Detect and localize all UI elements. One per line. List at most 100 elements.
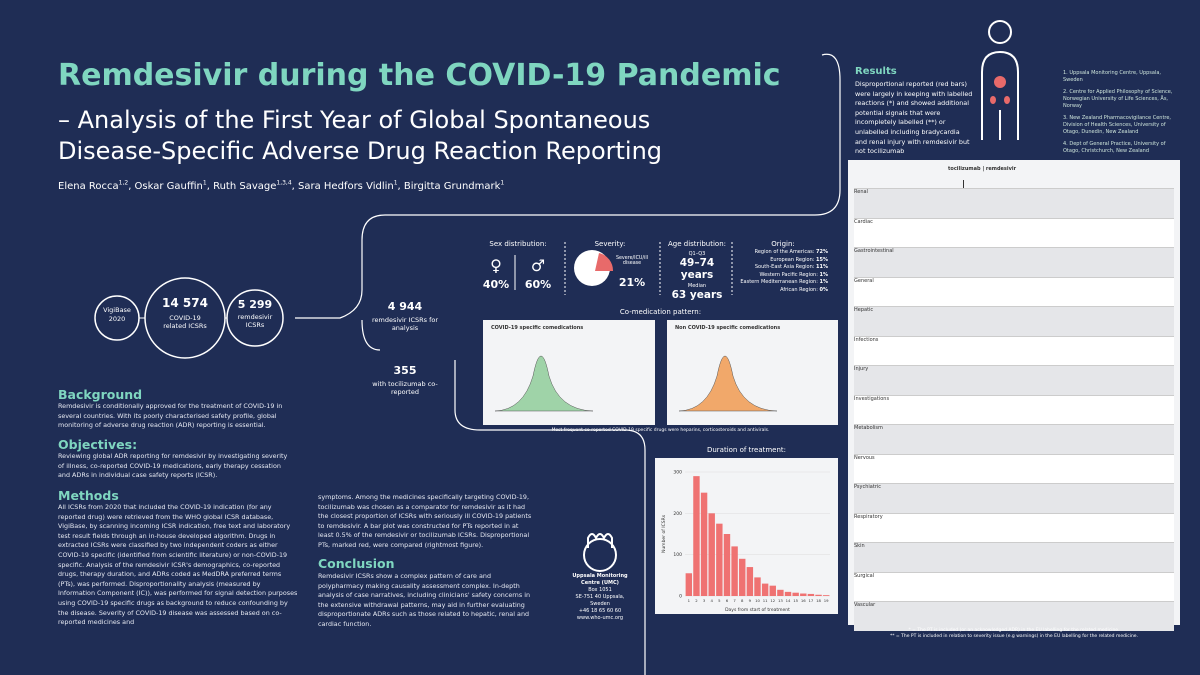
female-share: 40%: [482, 278, 510, 291]
paragraph: Remdesivir ICSRs show a complex pattern …: [318, 572, 531, 628]
group-label: General: [854, 276, 1174, 306]
y-tick-label: 300: [673, 470, 682, 476]
author-sup: 1: [393, 180, 398, 187]
group-label: Metabolism: [854, 424, 1174, 454]
author-name: Sara Hedfors Vidlin: [298, 181, 394, 193]
legend: tocilizumab | remdesivir: [948, 166, 1017, 172]
flow-node: 14 574 COVID-19 related ICSRs: [150, 296, 220, 330]
bar: [685, 573, 693, 596]
x-tick-label: 13: [778, 598, 783, 603]
origin-region: Western Pacific Region:: [759, 271, 818, 278]
age-value: 63 years: [671, 289, 723, 301]
x-tick-label: 10: [755, 598, 760, 603]
flow-node: 5 299 remdesivir ICSRs: [228, 298, 282, 331]
x-tick-label: 11: [763, 598, 768, 603]
age-label: Q1–Q3: [688, 251, 706, 257]
x-tick-label: 6: [726, 598, 729, 603]
connector: [361, 319, 381, 351]
flow-label: remdesivir ICSRs: [237, 313, 273, 329]
flow-number: 14 574: [162, 296, 208, 310]
age-label: Median: [687, 283, 707, 289]
x-tick-label: 17: [808, 598, 813, 603]
x-tick-label: 3: [703, 598, 706, 603]
bar: [815, 594, 822, 596]
flow-circle: [226, 289, 284, 347]
heading: Results: [855, 66, 897, 77]
author: Ruth Savage1,3,4,: [213, 180, 299, 193]
footnotes: * = The PT is included (or an acknowledg…: [848, 628, 1180, 640]
group-label: Hepatic: [854, 306, 1174, 336]
x-tick-label: 16: [801, 598, 806, 603]
umc-name: Uppsala Monitoring Centre (UMC): [572, 573, 628, 586]
origin-share: 1%: [819, 271, 829, 278]
connector: [295, 53, 841, 319]
umc-line: Box 1051: [588, 587, 612, 593]
bar: [807, 593, 815, 596]
organ-icon: [1004, 96, 1010, 104]
bar: [739, 558, 746, 596]
flow-node: 4 944 remdesivir ICSRs for analysis: [370, 300, 440, 332]
origin-region: European Region:: [770, 256, 815, 263]
affiliation: 3. New Zealand Pharmacovigilance Centre,…: [1063, 115, 1172, 135]
x-tick-label: 18: [816, 598, 821, 603]
legend-entry: remdesivir: [985, 166, 1017, 172]
y-tick-label: 100: [673, 552, 682, 558]
group-label: Vascular: [854, 601, 1174, 631]
footnote: * = The PT is included (or an acknowledg…: [908, 628, 1120, 633]
subtitle-line: – Analysis of the First Year of Global S…: [58, 106, 651, 134]
flow-label: remdesivir ICSRs for analysis: [371, 316, 439, 332]
origin-region: Region of the Americas:: [754, 249, 815, 255]
severity-slice: [595, 253, 614, 271]
bar: [746, 567, 754, 596]
umc-line: +46 18 65 60 60: [578, 608, 622, 614]
chart: 0 100 200 300 Number of ICSRs Days from start…: [655, 458, 838, 614]
x-tick-label: 14: [786, 598, 791, 603]
flow-circle: [144, 277, 226, 359]
severity-value: 21%: [618, 276, 646, 289]
group-label: Surgical: [854, 571, 1174, 601]
origin-row: South-East Asia Region: 11%: [738, 264, 828, 272]
x-tick-label: 15: [793, 598, 798, 603]
heading: Objectives:: [58, 437, 138, 452]
authors: Elena Rocca1,2, Oskar Gauffin1, Ruth Sav…: [58, 180, 504, 192]
bar: [792, 592, 799, 596]
footnote: ** = The PT is included in relation to s…: [889, 634, 1139, 639]
origin-share: 15%: [816, 256, 828, 263]
origin-row: Western Pacific Region: 1%: [738, 272, 828, 280]
sex-title: Sex distribution:: [489, 240, 547, 248]
panel-figure: [494, 355, 594, 412]
flow-label: COVID-19 related ICSRs: [163, 314, 207, 330]
origin-region: South-East Asia Region:: [754, 264, 815, 270]
female-icon: ♀: [490, 256, 502, 275]
bar: [700, 492, 708, 596]
y-tick-label: 200: [673, 511, 682, 517]
group-label: Psychiatric: [854, 483, 1174, 513]
flow-number: 4 944: [387, 300, 423, 313]
origin-title: Origin:: [771, 240, 795, 248]
paragraph: symptoms. Among the medicines specifical…: [318, 493, 532, 549]
author-name: Ruth Savage: [213, 181, 277, 193]
flow-node: 355 with tocilizumab co-reported: [365, 364, 445, 396]
organ-icon: [994, 76, 1006, 88]
x-tick-label: 9: [749, 598, 752, 603]
x-tick-label: 2: [695, 598, 698, 603]
bar: [761, 583, 769, 596]
author: Oskar Gauffin1,: [134, 180, 214, 193]
origin-region: Eastern Mediterranean Region:: [740, 279, 818, 285]
affiliations: 1. Uppsala Monitoring Centre, Uppsala, S…: [1063, 70, 1181, 160]
bar: [693, 476, 700, 596]
group-label: Cardiac: [854, 217, 1174, 247]
affiliation: 2. Centre for Applied Philosophy of Scie…: [1063, 89, 1173, 109]
panel-title: Non COVID-19 specific comedications: [675, 325, 781, 331]
group-label: Skin: [854, 542, 1174, 572]
author-name: Elena Rocca: [58, 181, 119, 193]
heading: Methods: [58, 488, 119, 503]
group-label: Injury: [854, 365, 1174, 395]
subtitle: – Analysis of the First Year of Global S…: [58, 105, 662, 167]
x-tick-label: 5: [718, 598, 721, 603]
bar: [708, 513, 715, 596]
umc-line: SE-751 40 Uppsala, Sweden: [575, 594, 625, 607]
male-share: 60%: [524, 278, 552, 291]
